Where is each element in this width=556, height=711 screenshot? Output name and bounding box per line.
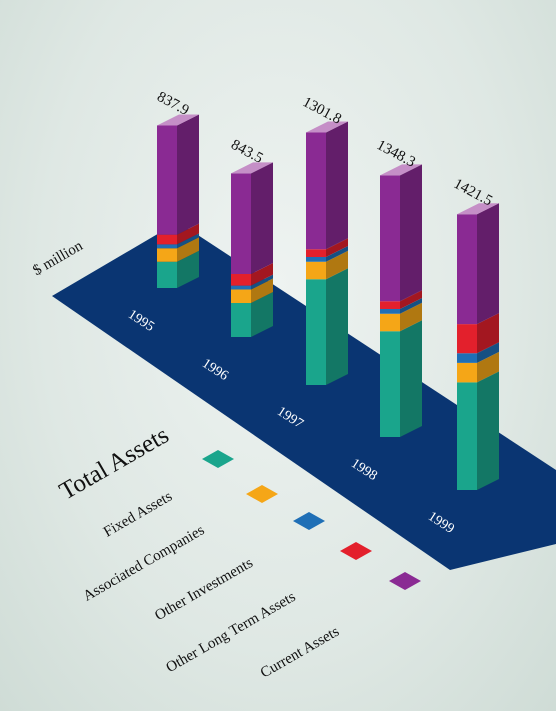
bar-1999-associated-companies-front <box>457 362 477 383</box>
bar-1996-current-assets-front <box>231 173 251 274</box>
bar-1996-other-investments-front <box>231 285 251 290</box>
bar-1999-other-long-term-assets-side <box>477 313 499 354</box>
chart-base-platform <box>52 222 556 570</box>
bar-1998-other-long-term-assets-side <box>400 290 422 309</box>
bar-1996-other-investments-side <box>251 274 273 290</box>
bar-1998-other-long-term-assets-front <box>380 301 400 309</box>
bar-1998-other-investments-side <box>400 297 422 314</box>
bar-1996-other-long-term-assets-side <box>251 262 273 286</box>
legend-swatch-associated-companies <box>246 485 278 503</box>
bar-1997-other-long-term-assets-side <box>326 238 348 257</box>
total-label-1998: 1348.3 <box>374 137 418 170</box>
bar-1999-current-assets-side <box>477 203 499 325</box>
bar-1997-current-assets-side <box>326 121 348 250</box>
bar-1998-top-cap <box>380 164 422 176</box>
bar-1998-current-assets-side <box>400 164 422 302</box>
bar-1997-associated-companies-side <box>326 250 348 280</box>
bar-1997-current-assets-front <box>306 132 326 250</box>
bar-1997-associated-companies-front <box>306 261 326 280</box>
bar-1998-other-investments-front <box>380 308 400 314</box>
bar-1995-other-investments-front <box>157 244 177 249</box>
bar-1997-other-long-term-assets-front <box>306 249 326 257</box>
bar-1998-fixed-assets-side <box>400 320 422 437</box>
bar-group-1995 <box>157 114 199 288</box>
bar-1999-other-investments-front <box>457 353 477 363</box>
bar-1995-other-investments-side <box>177 233 199 249</box>
bar-1995-current-assets-side <box>177 114 199 235</box>
bar-1996-top-cap <box>231 162 273 174</box>
bar-1998-associated-companies-side <box>400 302 422 332</box>
bar-1997-top-cap <box>306 121 348 133</box>
legend-swatch-other-long-term-assets <box>340 542 372 560</box>
bar-1996-other-long-term-assets-front <box>231 273 251 286</box>
legend-label-fixed-assets: Fixed Assets <box>101 488 175 540</box>
bar-1995-other-long-term-assets-front <box>157 234 177 245</box>
bar-1999-other-long-term-assets-front <box>457 324 477 354</box>
bar-1999-associated-companies-side <box>477 351 499 383</box>
bar-1999-top-cap <box>457 203 499 215</box>
bar-1998-fixed-assets-front <box>380 331 400 437</box>
bar-group-1999 <box>457 203 499 490</box>
bar-1995-fixed-assets-front <box>157 261 177 288</box>
bar-1996-current-assets-side <box>251 162 273 274</box>
bar-1995-top-cap <box>157 114 199 126</box>
bar-1999-fixed-assets-side <box>477 371 499 490</box>
bar-group-1997 <box>306 121 348 385</box>
legend-label-other-investments: Other Investments <box>152 555 256 624</box>
legend-title: Total Assets <box>55 422 173 506</box>
bar-1999-fixed-assets-front <box>457 382 477 490</box>
bar-group-1996 <box>231 162 273 337</box>
legend-label-current-assets: Current Assets <box>258 624 342 682</box>
bars-layer <box>52 114 556 570</box>
bar-1996-fixed-assets-side <box>251 292 273 337</box>
legend-swatch-fixed-assets <box>202 450 234 468</box>
total-label-1999: 1421.5 <box>451 176 495 209</box>
bar-group-1998 <box>380 164 422 437</box>
bar-1996-associated-companies-side <box>251 278 273 304</box>
total-label-1996: 843.5 <box>228 137 265 167</box>
bar-1995-current-assets-front <box>157 125 177 235</box>
bar-1998-associated-companies-front <box>380 313 400 332</box>
total-label-1995: 837.9 <box>154 89 191 119</box>
bar-1995-associated-companies-side <box>177 237 199 262</box>
bar-1997-fixed-assets-front <box>306 279 326 385</box>
bar-1999-other-investments-side <box>477 342 499 363</box>
bar-1997-other-investments-front <box>306 256 326 262</box>
bar-1995-associated-companies-front <box>157 248 177 262</box>
bar-1997-other-investments-side <box>326 245 348 262</box>
bar-1995-other-long-term-assets-side <box>177 223 199 245</box>
bar-1996-associated-companies-front <box>231 289 251 304</box>
bar-1999-current-assets-front <box>457 214 477 325</box>
axis-unit-label: $ million <box>30 238 86 279</box>
total-label-1997: 1301.8 <box>300 94 344 127</box>
legend-swatch-current-assets <box>389 572 421 590</box>
bar-1995-fixed-assets-side <box>177 250 199 288</box>
bar-1998-current-assets-front <box>380 175 400 302</box>
bar-1996-fixed-assets-front <box>231 303 251 337</box>
bar-1997-fixed-assets-side <box>326 268 348 385</box>
legend-swatch-other-investments <box>293 512 325 530</box>
